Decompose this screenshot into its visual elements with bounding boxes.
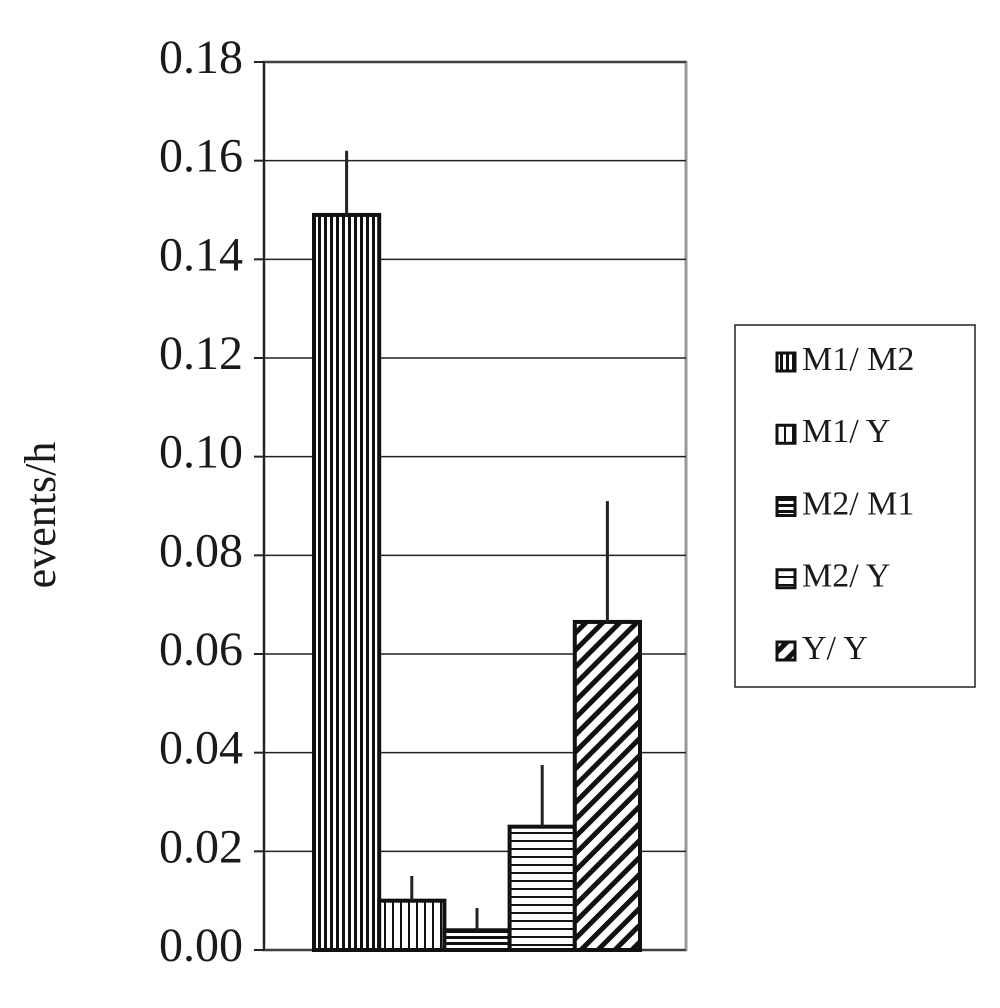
y-tick-label: 0.18 <box>159 31 243 84</box>
legend-label: M1/ M2 <box>802 341 914 378</box>
legend-swatch <box>775 423 797 445</box>
legend-box <box>734 324 976 688</box>
y-tick-label: 0.08 <box>159 524 243 577</box>
legend-label: M1/ Y <box>802 413 890 450</box>
bar <box>312 212 382 952</box>
bar <box>572 619 642 953</box>
y-axis-label: events/h <box>16 442 65 589</box>
y-tick-label: 0.02 <box>159 820 243 873</box>
legend-swatch <box>775 568 797 590</box>
y-tick-label: 0.00 <box>159 919 243 972</box>
legend-swatch <box>775 496 797 517</box>
y-tick-label: 0.12 <box>159 327 243 380</box>
y-tick-label: 0.06 <box>159 623 243 676</box>
y-tick-label: 0.04 <box>159 722 243 775</box>
bar <box>377 898 447 953</box>
legend-swatch <box>775 640 797 662</box>
bar <box>442 928 512 952</box>
legend-label: Y/ Y <box>802 630 868 667</box>
y-tick-label: 0.16 <box>159 130 243 183</box>
y-tick-label: 0.10 <box>159 426 243 479</box>
bar <box>507 824 577 953</box>
legend-swatch <box>775 351 797 373</box>
y-tick-label: 0.14 <box>159 228 243 281</box>
legend-label: M2/ M1 <box>802 485 914 522</box>
legend-label: M2/ Y <box>802 558 890 595</box>
